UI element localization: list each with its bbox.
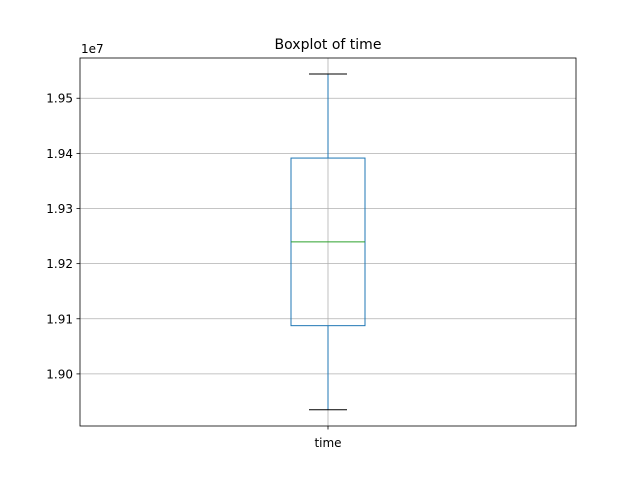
x-tick-label: time bbox=[314, 436, 341, 450]
axis-layer: 1.90 1.91 1.92 1.93 1.94 1.95 time bbox=[46, 92, 341, 450]
plot-frame bbox=[79, 57, 577, 427]
plot-layer bbox=[290, 73, 366, 411]
y-tick-label: 1.95 bbox=[46, 92, 73, 106]
y-tick-label: 1.90 bbox=[46, 367, 73, 381]
y-tick-label: 1.94 bbox=[46, 147, 73, 161]
y-tick-label: 1.91 bbox=[46, 312, 73, 326]
y-tick-label: 1.93 bbox=[46, 202, 73, 216]
chart-title: Boxplot of time bbox=[275, 37, 382, 53]
y-tick-label: 1.92 bbox=[46, 257, 73, 271]
y-offset-label: 1e7 bbox=[81, 42, 104, 56]
